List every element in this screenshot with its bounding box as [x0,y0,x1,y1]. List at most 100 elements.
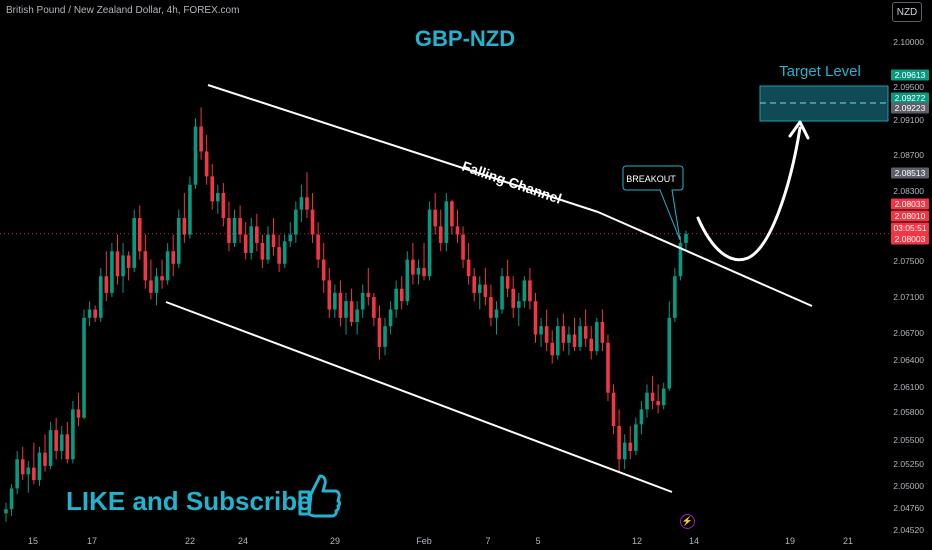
candle-body [578,326,582,347]
candle [149,259,153,300]
candle-body [550,342,555,356]
price-label[interactable]: 2.09272 [891,92,929,104]
time-axis[interactable]: 15 17 Feb 22 24 29 5 7 12 14 19 21 [28,536,853,546]
candle-body [634,424,638,451]
candle-body [673,276,677,318]
candle [572,317,577,352]
candle [678,236,683,281]
candle-body [572,334,577,347]
thumbs-up-icon [296,472,342,523]
price-tick-label: 2.06700 [893,328,924,338]
price-tick-label: 2.07100 [893,292,924,302]
price-label[interactable]: 2.09223 [891,102,929,114]
candle-body [182,218,187,235]
price-label-text: 03:05:51 [893,223,926,233]
candle-body [121,255,125,277]
candle [622,434,627,470]
channel-upper-line[interactable] [207,84,599,213]
candle-body [327,280,332,310]
price-tick-label: 2.05250 [893,459,924,469]
candle [327,267,332,318]
candle [511,276,516,318]
candle-body [589,338,594,352]
price-tick-label: 2.06400 [893,355,924,365]
candle-body [611,392,616,426]
price-tick-label: 2.04520 [893,525,924,535]
candle [595,317,599,356]
candle-body [227,218,231,243]
time-tick-label: 19 [785,536,795,546]
candle [656,384,660,414]
candle-body [221,193,226,218]
candle-body [193,126,198,185]
price-label[interactable]: 2.09613 [891,69,929,81]
candle-body [394,288,398,310]
projection-arrow[interactable] [696,126,802,262]
candle [182,193,187,243]
candle [26,460,31,493]
candle-body [154,276,159,293]
candle [455,209,460,243]
breakout-box [622,165,684,241]
lightning-icon[interactable]: ⚡ [680,514,695,529]
candle-body [678,242,683,277]
candle [65,421,70,464]
candle-body [455,226,460,235]
candle [567,326,571,356]
price-axis[interactable]: 2.100002.095002.091002.087002.083002.079… [891,37,929,535]
candle-body [533,301,538,335]
candle-body [516,301,521,308]
candle [321,242,326,293]
breakout-callout[interactable]: BREAKOUT [622,165,684,241]
candle [461,226,465,268]
candle [93,305,97,322]
candle [377,305,382,360]
candle [472,267,476,302]
candle [427,201,432,281]
candle-body [561,326,566,343]
price-label[interactable]: 03:05:51 [891,222,929,234]
candle-body [483,284,488,298]
candle-body [277,247,281,264]
currency-button[interactable]: NZD [892,2,922,22]
candle [98,267,103,322]
candle [500,267,504,314]
candle-body [500,276,504,310]
channel-upper-line-extension[interactable] [597,211,813,307]
candle [489,284,493,327]
candle [578,317,582,352]
candle-body [243,234,248,253]
price-label[interactable]: 2.08033 [891,198,929,210]
candle-body [355,309,359,322]
price-label[interactable]: 2.08513 [891,167,929,179]
candle [132,209,136,273]
candle [516,292,521,327]
candle-body [539,326,543,335]
target-zone[interactable]: Target Level [759,63,889,122]
candle-body [427,209,432,277]
time-tick-label: 17 [87,536,97,546]
candle [399,276,404,310]
candle [37,446,42,486]
candle [137,205,142,260]
time-tick-label: 7 [485,536,490,546]
candle-body [405,259,410,302]
candle [522,276,527,308]
price-label-box [891,69,929,81]
channel-lower-line[interactable] [165,301,673,493]
candle-body [344,301,348,318]
candle-body [305,197,309,210]
candle [466,242,471,285]
price-label-box [891,167,929,179]
candle-body [438,226,443,243]
price-label[interactable]: 2.08003 [891,233,929,245]
candle [494,301,499,335]
price-label[interactable]: 2.08010 [891,210,929,222]
candle [544,309,549,352]
candle [438,209,443,252]
price-tick-label: 2.08700 [893,150,924,160]
candle [505,259,510,298]
candle [126,251,131,281]
price-label-text: 2.09223 [895,103,926,113]
